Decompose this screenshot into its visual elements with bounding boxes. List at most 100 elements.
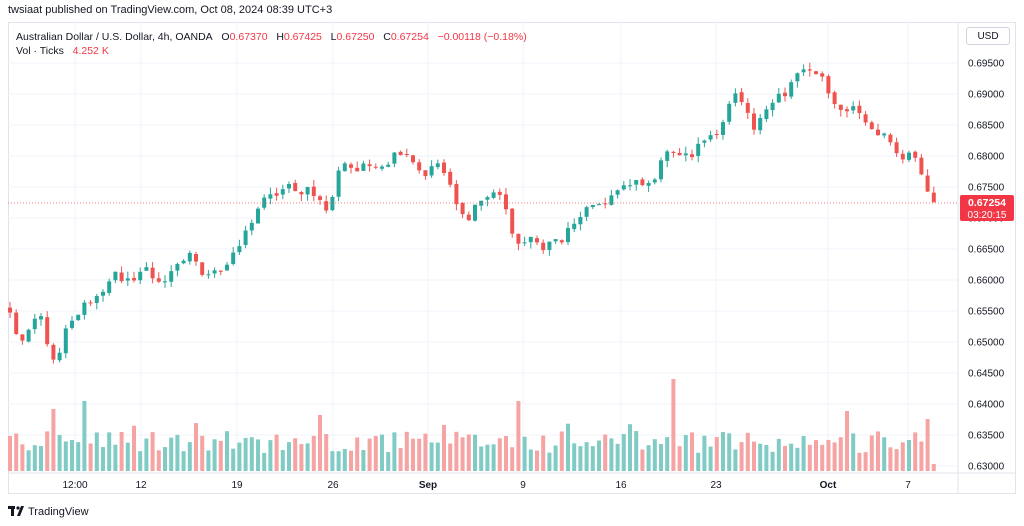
volume-bar: [82, 401, 87, 471]
volume-bar: [907, 440, 911, 471]
volume-bar: [826, 439, 831, 471]
candle-body: [665, 151, 670, 161]
price-axis: 0.695000.690000.685000.680000.675000.670…: [968, 59, 1005, 473]
candle-body: [454, 183, 459, 205]
volume-bar: [243, 437, 248, 471]
volume-bars: [8, 379, 936, 471]
candle-body: [76, 314, 81, 321]
candle-body: [287, 183, 291, 189]
volume-bar: [646, 445, 651, 471]
volume-bar: [510, 447, 515, 471]
price-tick-label: 0.67500: [968, 183, 1005, 194]
volume-bar: [814, 440, 818, 471]
candle-body: [491, 192, 496, 198]
legend-symbol[interactable]: Australian Dollar / U.S. Dollar, 4h, OAN…: [16, 31, 213, 43]
volume-bar: [454, 431, 459, 471]
legend-close: 0.67254: [390, 31, 429, 43]
candle-body: [801, 69, 806, 73]
candle-body: [683, 153, 688, 156]
volume-bar: [32, 445, 37, 471]
candle-body: [392, 152, 397, 164]
volume-bar: [739, 442, 744, 471]
footer-brand[interactable]: TradingView: [28, 506, 89, 518]
tradingview-logo-icon[interactable]: [8, 505, 24, 519]
candle-body: [243, 230, 248, 245]
volume-bar: [392, 432, 397, 471]
volume-bar: [206, 450, 211, 471]
candle-body: [857, 105, 862, 114]
volume-bar: [274, 434, 279, 471]
candle-body: [342, 163, 347, 172]
candle-body: [814, 71, 818, 75]
candle-body: [752, 113, 756, 130]
candle-body: [299, 192, 304, 195]
candle-body: [200, 262, 205, 275]
candle-body: [708, 135, 713, 140]
candle-body: [615, 190, 620, 195]
volume-bar: [20, 444, 25, 471]
candle-body: [311, 186, 316, 196]
volume-bar: [919, 441, 924, 471]
candle-body: [367, 164, 372, 167]
candle-body: [88, 302, 93, 304]
volume-bar: [925, 419, 930, 471]
candle-body: [8, 307, 12, 313]
legend-volume-row: Vol · Ticks 4.252 K: [16, 44, 527, 58]
candle-body: [318, 196, 322, 200]
footer: TradingView: [8, 505, 89, 519]
volume-bar: [888, 447, 893, 471]
candle-body: [373, 166, 378, 168]
volume-bar: [553, 445, 558, 471]
legend-low-label: L: [330, 31, 337, 43]
candle-body: [206, 274, 211, 276]
volume-bar: [404, 431, 409, 471]
candle-body: [758, 117, 763, 131]
time-tick-label: 23: [710, 480, 722, 491]
volume-bar: [727, 433, 732, 471]
volume-bar: [299, 444, 304, 471]
price-tick-label: 0.65000: [968, 338, 1005, 349]
candle-body: [324, 201, 329, 211]
volume-bar: [863, 452, 868, 471]
volume-bar: [231, 448, 236, 471]
price-tick-label: 0.63000: [968, 462, 1005, 473]
volume-bar: [931, 464, 936, 471]
candle-body: [876, 129, 880, 136]
volume-bar: [460, 437, 465, 471]
volume-bar: [621, 434, 626, 471]
volume-bar: [894, 449, 899, 471]
volume-bar: [311, 435, 316, 471]
candle-body: [597, 204, 601, 206]
volume-bar: [615, 443, 620, 471]
candle-body: [336, 170, 341, 197]
price-tag: [960, 195, 1014, 221]
legend-vol-label[interactable]: Vol · Ticks: [16, 45, 64, 57]
candle-body: [423, 170, 428, 177]
candle-body: [355, 167, 360, 172]
volume-bar: [268, 440, 273, 471]
candle-body: [894, 142, 899, 154]
candle-body: [274, 193, 279, 196]
candle-body: [380, 166, 384, 169]
candle-body: [553, 239, 558, 242]
candle-body: [907, 152, 911, 160]
currency-button[interactable]: USD: [966, 27, 1010, 45]
candle-body: [888, 134, 893, 143]
candle-body: [541, 242, 546, 251]
candle-body: [125, 278, 130, 281]
volume-bar: [380, 434, 384, 471]
volume-bar: [355, 437, 360, 471]
price-tick-label: 0.63500: [968, 431, 1005, 442]
volume-bar: [497, 438, 502, 471]
price-tick-label: 0.64500: [968, 369, 1005, 380]
volume-bar: [882, 437, 887, 471]
candle-body: [194, 254, 198, 262]
volume-bar: [547, 452, 552, 471]
candle-body: [156, 278, 161, 282]
volume-bar: [640, 449, 645, 471]
candle-body: [57, 352, 62, 361]
candle-body: [268, 194, 273, 199]
candle-body: [795, 73, 800, 82]
legend-vol-value: 4.252 K: [72, 45, 109, 57]
